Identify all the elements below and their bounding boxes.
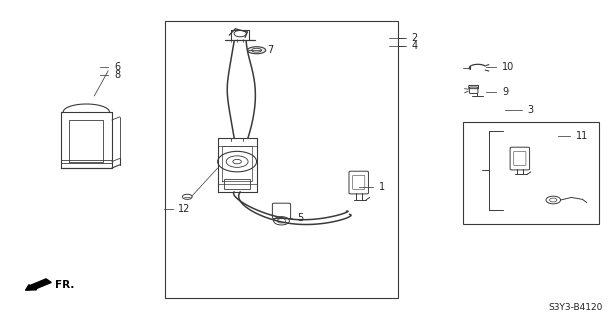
Bar <box>165 21 398 298</box>
Text: 7: 7 <box>268 44 274 55</box>
Ellipse shape <box>252 48 261 52</box>
Text: 3: 3 <box>528 105 534 116</box>
Text: 10: 10 <box>502 62 514 72</box>
Text: 8: 8 <box>114 70 120 80</box>
Text: 11: 11 <box>576 131 589 141</box>
Text: 2: 2 <box>412 33 418 43</box>
Text: 6: 6 <box>114 61 120 72</box>
Text: S3Y3-B4120: S3Y3-B4120 <box>549 303 603 312</box>
Text: 12: 12 <box>178 204 190 214</box>
Text: 9: 9 <box>502 87 508 97</box>
Text: 4: 4 <box>412 41 418 52</box>
FancyArrow shape <box>26 279 51 290</box>
Bar <box>463 122 599 224</box>
Text: 5: 5 <box>297 213 303 223</box>
Text: FR.: FR. <box>55 280 74 290</box>
Ellipse shape <box>247 47 266 54</box>
Text: 1: 1 <box>379 182 385 192</box>
